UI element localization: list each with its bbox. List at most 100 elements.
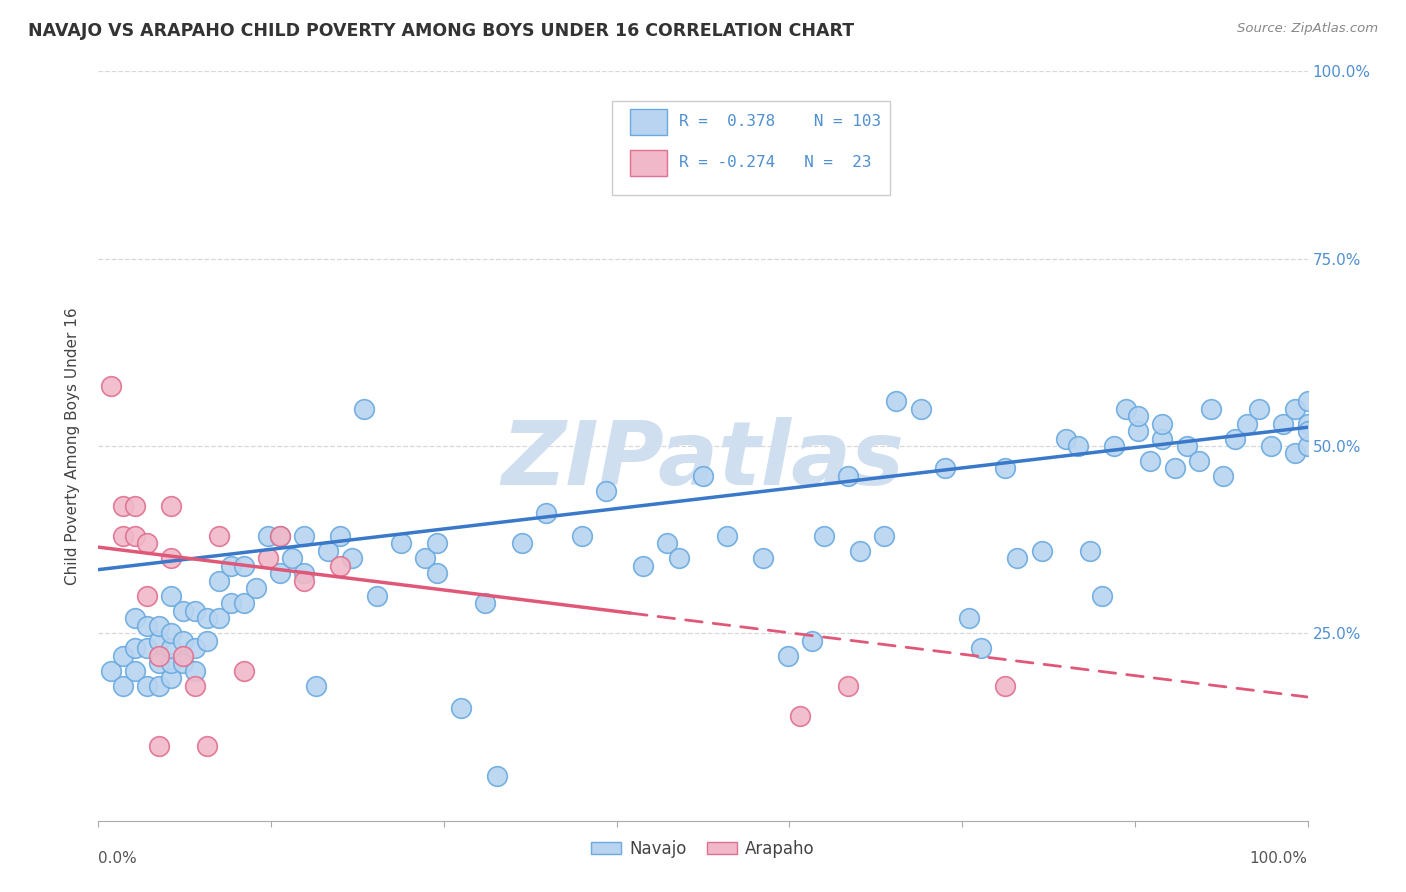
Point xyxy=(716,529,738,543)
FancyBboxPatch shape xyxy=(630,109,666,135)
Point xyxy=(269,529,291,543)
Point xyxy=(1260,439,1282,453)
Point xyxy=(789,708,811,723)
Point xyxy=(837,469,859,483)
Point xyxy=(426,566,449,581)
Text: NAVAJO VS ARAPAHO CHILD POVERTY AMONG BOYS UNDER 16 CORRELATION CHART: NAVAJO VS ARAPAHO CHILD POVERTY AMONG BO… xyxy=(28,22,855,40)
Point xyxy=(195,633,218,648)
Point xyxy=(692,469,714,483)
Text: R =  0.378    N = 103: R = 0.378 N = 103 xyxy=(679,114,882,129)
Text: ZIPatlas: ZIPatlas xyxy=(502,417,904,505)
Point xyxy=(1054,432,1077,446)
Text: 100.0%: 100.0% xyxy=(1250,851,1308,865)
Point xyxy=(111,679,134,693)
Legend: Navajo, Arapaho: Navajo, Arapaho xyxy=(585,833,821,864)
FancyBboxPatch shape xyxy=(630,150,666,177)
Point xyxy=(1152,417,1174,431)
Point xyxy=(232,558,254,573)
Point xyxy=(124,499,146,513)
Point xyxy=(1188,454,1211,468)
Point xyxy=(837,679,859,693)
Point xyxy=(160,641,183,656)
Point xyxy=(160,671,183,685)
Point xyxy=(269,529,291,543)
Point xyxy=(571,529,593,543)
Point xyxy=(970,641,993,656)
Point xyxy=(124,664,146,678)
Point xyxy=(1296,439,1319,453)
Point xyxy=(160,657,183,671)
Point xyxy=(184,679,207,693)
Point xyxy=(1007,551,1029,566)
Point xyxy=(534,507,557,521)
Point xyxy=(886,394,908,409)
Point xyxy=(184,641,207,656)
FancyBboxPatch shape xyxy=(613,102,890,195)
Point xyxy=(208,574,231,588)
Point xyxy=(172,657,194,671)
Point xyxy=(148,739,170,753)
Point xyxy=(342,551,364,566)
Y-axis label: Child Poverty Among Boys Under 16: Child Poverty Among Boys Under 16 xyxy=(65,307,80,585)
Point xyxy=(1128,409,1150,423)
Point xyxy=(148,657,170,671)
Point xyxy=(135,619,157,633)
Point xyxy=(135,536,157,550)
Point xyxy=(474,596,496,610)
Point xyxy=(329,529,352,543)
Point xyxy=(245,582,267,596)
Point xyxy=(813,529,835,543)
Point xyxy=(1223,432,1246,446)
Point xyxy=(256,551,278,566)
Point xyxy=(800,633,823,648)
Point xyxy=(1296,417,1319,431)
Point xyxy=(1199,401,1222,416)
Point xyxy=(873,529,896,543)
Point xyxy=(232,596,254,610)
Point xyxy=(655,536,678,550)
Point xyxy=(426,536,449,550)
Point xyxy=(184,664,207,678)
Point xyxy=(172,604,194,618)
Point xyxy=(316,544,339,558)
Point xyxy=(305,679,328,693)
Point xyxy=(389,536,412,550)
Point xyxy=(329,558,352,573)
Point xyxy=(1284,401,1306,416)
Point xyxy=(1212,469,1234,483)
Point xyxy=(195,739,218,753)
Point xyxy=(1115,401,1137,416)
Text: R = -0.274   N =  23: R = -0.274 N = 23 xyxy=(679,155,872,170)
Point xyxy=(111,499,134,513)
Point xyxy=(232,664,254,678)
Point xyxy=(510,536,533,550)
Point xyxy=(450,701,472,715)
Point xyxy=(208,611,231,625)
Point xyxy=(148,633,170,648)
Point xyxy=(934,461,956,475)
Point xyxy=(1067,439,1090,453)
Point xyxy=(292,574,315,588)
Point xyxy=(668,551,690,566)
Point xyxy=(160,551,183,566)
Point xyxy=(172,633,194,648)
Point xyxy=(208,529,231,543)
Point xyxy=(135,589,157,603)
Point xyxy=(994,679,1017,693)
Point xyxy=(1091,589,1114,603)
Point xyxy=(1249,401,1271,416)
Point xyxy=(124,641,146,656)
Point xyxy=(148,619,170,633)
Point xyxy=(1236,417,1258,431)
Point xyxy=(1139,454,1161,468)
Point xyxy=(124,611,146,625)
Point xyxy=(111,529,134,543)
Point xyxy=(292,529,315,543)
Point xyxy=(1296,394,1319,409)
Point xyxy=(292,566,315,581)
Point xyxy=(353,401,375,416)
Point xyxy=(135,641,157,656)
Point xyxy=(776,648,799,663)
Point xyxy=(1175,439,1198,453)
Point xyxy=(1296,424,1319,438)
